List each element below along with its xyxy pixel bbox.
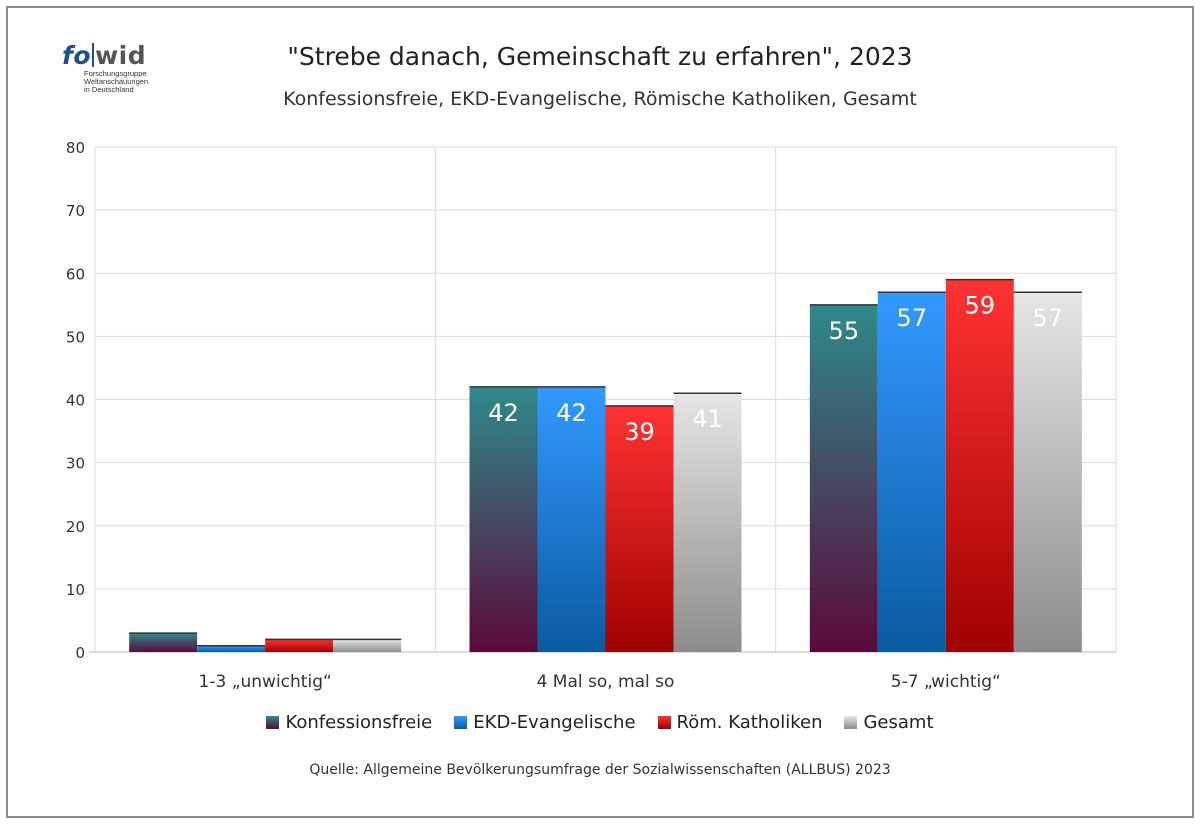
y-tick-label: 30 [66, 455, 85, 473]
logo-line-2: Weltanschauungen [84, 77, 149, 86]
x-tick-label: 5-7 „wichtig“ [891, 672, 1001, 692]
legend-item: Konfessionsfreie [266, 712, 432, 733]
legend-swatch [657, 716, 671, 729]
y-tick-label: 50 [66, 328, 85, 346]
logo-bar [92, 43, 95, 67]
y-tick-label: 60 [66, 265, 85, 283]
legend-label: Gesamt [863, 712, 934, 733]
legend-label: Konfessionsfreie [285, 712, 433, 733]
data-label: 57 [1033, 304, 1064, 332]
bar-2-2 [945, 279, 1014, 652]
logo-wid: wid [95, 41, 147, 70]
x-tick-label: 1-3 „unwichtig“ [199, 672, 332, 692]
legend-label: EKD-Evangelische [473, 712, 636, 733]
chart-legend: Konfessionsfreie EKD-Evangelische Röm. Kat… [0, 712, 1200, 733]
bar-3-0 [333, 639, 402, 652]
chart-title: "Strebe danach, Gemeinschaft zu erfahren… [287, 42, 913, 71]
legend-item: Gesamt [844, 712, 934, 733]
y-tick-label: 70 [66, 202, 85, 220]
y-tick-label: 80 [66, 139, 85, 157]
bar-0-2 [809, 304, 878, 652]
data-label: 42 [556, 399, 587, 427]
bar-3-2 [1013, 292, 1082, 652]
bar-2-0 [265, 639, 334, 652]
data-label: 39 [624, 418, 655, 446]
chart-subtitle: Konfessionsfreie, EKD-Evangelische, Römi… [283, 88, 917, 110]
y-tick-label: 40 [66, 392, 85, 410]
bar-1-0 [197, 645, 266, 652]
data-label: 59 [965, 292, 996, 320]
data-label: 42 [488, 399, 519, 427]
bar-1-2 [877, 292, 946, 652]
bar-0-1 [469, 386, 538, 652]
legend-label: Röm. Katholiken [676, 712, 823, 733]
data-label: 57 [897, 304, 928, 332]
fowid-logo: fo wid Forschungsgruppe Weltanschauungen … [62, 42, 182, 112]
legend-item: Röm. Katholiken [657, 712, 823, 733]
y-tick-label: 20 [66, 518, 85, 536]
data-label: 55 [829, 317, 860, 345]
legend-item: EKD-Evangelische [454, 712, 636, 733]
logo-line-1: Forschungsgruppe [84, 69, 147, 78]
x-tick-label: 4 Mal so, mal so [537, 672, 675, 692]
logo-line-3: in Deutschland [84, 85, 134, 94]
legend-swatch [266, 716, 280, 729]
bar-3-1 [673, 393, 742, 652]
legend-swatch [454, 716, 468, 729]
data-label: 41 [692, 405, 723, 433]
bar-2-1 [605, 405, 674, 652]
y-tick-label: 10 [66, 581, 85, 599]
bar-0-0 [129, 633, 198, 652]
y-tick-label: 0 [75, 644, 85, 662]
source-note: Quelle: Allgemeine Bevölkerungsumfrage d… [309, 762, 891, 778]
logo-fo: fo [62, 41, 92, 70]
legend-swatch [844, 716, 858, 729]
logo-wordmark: fo wid [62, 42, 182, 70]
bar-1-1 [537, 386, 606, 652]
